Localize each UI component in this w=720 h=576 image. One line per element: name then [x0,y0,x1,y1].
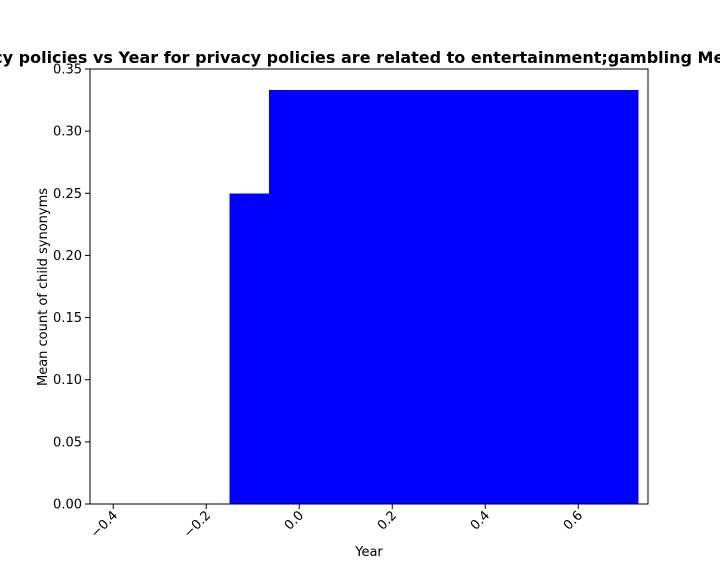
y-tick-label-1: 0.05 [53,435,82,450]
y-tick-label-2: 0.10 [53,373,82,388]
y-tick-label-7: 0.35 [53,63,82,78]
x-tick-label-2: 0.0 [282,508,307,533]
x-axis: −0.4 −0.2 0.0 0.2 0.4 0.6 [88,504,586,541]
x-tick-label-0: −0.4 [88,508,121,541]
x-tick-label-3: 0.2 [375,508,400,533]
y-axis: 0.00 0.05 0.10 0.15 0.20 0.25 0.30 0.35 [53,63,90,513]
y-tick-label-6: 0.30 [53,125,82,140]
plot-frame [89,68,649,505]
y-axis-label: Mean count of child synonyms [36,188,51,386]
x-axis-label: Year [354,545,383,560]
bar-1 [269,90,639,504]
y-tick-label-0: 0.00 [53,498,82,513]
bars-layer [229,90,639,505]
bar-0 [229,193,270,505]
chart-title: Plot of Mean count of child synonyms in … [0,48,720,67]
x-tick-label-5: 0.6 [561,508,586,533]
y-tick-label-5: 0.25 [53,187,82,202]
x-tick-label-1: −0.2 [181,508,214,541]
y-tick-label-4: 0.20 [53,249,82,264]
y-tick-label-3: 0.15 [53,311,82,326]
x-tick-label-4: 0.4 [468,508,493,533]
